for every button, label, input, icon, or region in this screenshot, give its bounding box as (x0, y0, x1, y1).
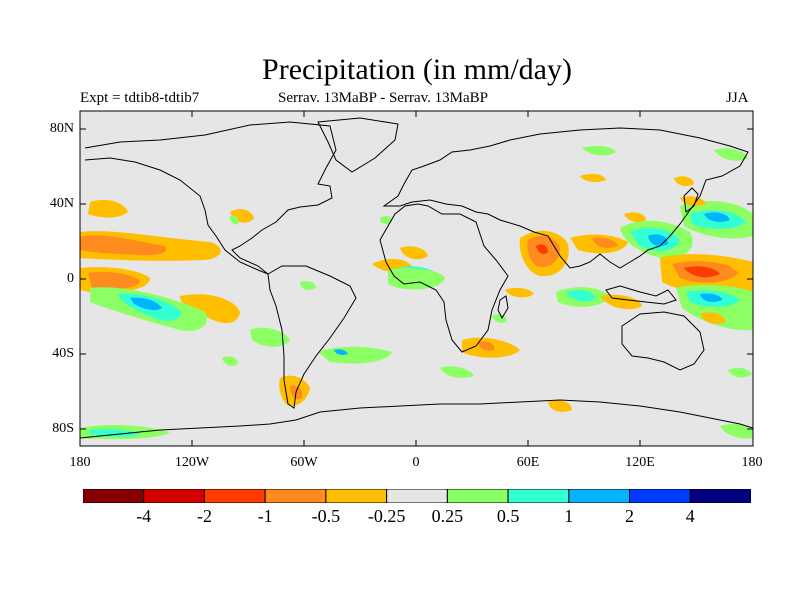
color-bar-label: 0.5 (496, 506, 520, 526)
coast-north-america (84, 121, 337, 275)
color-bar-swatch (264, 489, 327, 503)
anomaly-patch (536, 244, 548, 254)
color-bar-swatch (203, 489, 266, 503)
anomaly-patch (80, 235, 167, 256)
coast-greenland (317, 117, 399, 173)
color-bar-label: 0.25 (431, 506, 464, 526)
coast-madagascar (497, 295, 509, 320)
color-bar-swatch (689, 489, 751, 503)
anomaly-patch (580, 173, 606, 183)
color-bar-swatch (83, 489, 145, 503)
coast-indonesia (605, 285, 677, 305)
coast-japan (683, 187, 699, 213)
anomaly-patch (505, 287, 534, 298)
anomaly-patch (582, 145, 616, 156)
anomaly-patch (388, 268, 445, 290)
lon-label-60w: 60W (290, 455, 318, 470)
lat-label-40s: 40S (52, 346, 74, 361)
color-bar-label: -0.25 (367, 506, 406, 526)
color-bar-swatch (629, 489, 691, 503)
coastlines (80, 117, 753, 446)
anomaly-patch (684, 266, 720, 278)
anomaly-patch (704, 212, 730, 222)
coast-europe-asia (382, 127, 749, 269)
color-bar-swatch (386, 489, 448, 503)
case-label: Serrav. 13MaBP - Serrav. 13MaBP (278, 90, 488, 106)
axis-ticks (80, 111, 753, 446)
coast-australia (621, 311, 705, 371)
season-label: JJA (726, 90, 749, 106)
color-bar-label: 4 (685, 506, 695, 526)
anomaly-patch (700, 312, 726, 324)
anomaly-patch (720, 423, 753, 439)
anomaly-patch (90, 429, 140, 437)
anomaly-patch (180, 294, 240, 324)
anomaly-patch (380, 215, 392, 225)
color-bar-swatch (446, 489, 509, 503)
lat-label-80s: 80S (52, 421, 74, 436)
lat-label-40n: 40N (49, 196, 74, 211)
anomaly-patch (478, 341, 495, 351)
lon-label-60e: 60E (516, 455, 540, 470)
coast-south-america (267, 265, 357, 409)
plot-title: Precipitation (in mm/day) (262, 53, 572, 86)
anomaly-patch (230, 215, 239, 225)
lon-label-180e: 180 (741, 455, 763, 470)
color-bar-label: 1 (564, 506, 574, 526)
anomaly-patch (714, 148, 748, 161)
anomaly-patch (674, 176, 694, 186)
anomaly-patch (566, 290, 596, 302)
anomaly-patch (624, 212, 646, 222)
color-bar-swatch (143, 489, 205, 503)
anomaly-patch (88, 271, 140, 290)
color-bar-label: -0.5 (311, 506, 341, 526)
anomaly-patch (222, 356, 238, 366)
anomaly-patch (592, 237, 618, 248)
experiment-label: Expt = tdtib8-tdtib7 (80, 90, 200, 106)
color-bar-swatch (568, 489, 631, 503)
anomaly-patch (600, 294, 642, 310)
lat-label-0: 0 (67, 271, 74, 286)
anomaly-patch (300, 281, 316, 290)
anomaly-patch (88, 199, 128, 218)
anomaly-patch (250, 327, 290, 347)
anomaly-patch (334, 349, 348, 355)
lat-label-80n: 80N (49, 121, 74, 136)
lon-label-120e: 120E (625, 455, 655, 470)
color-bar-label: -1 (257, 506, 273, 526)
lon-label-180w: 180 (69, 455, 91, 470)
color-bar-label: 2 (625, 506, 634, 526)
color-bar-label: -2 (197, 506, 212, 526)
anomaly-patch (400, 246, 428, 260)
coast-antarctica (80, 399, 753, 446)
anomaly-patch (130, 297, 162, 311)
anomaly-patch (728, 260, 753, 273)
anomaly-patch (728, 367, 752, 378)
anomaly-patch (440, 366, 474, 378)
lon-label-120w: 120W (174, 455, 210, 470)
color-bar (83, 489, 751, 503)
color-bar-swatch (325, 489, 388, 503)
anomaly-patch (548, 400, 572, 412)
anomaly-patch (680, 196, 706, 206)
anomaly-patch (700, 293, 722, 302)
coast-eurasia-africa (379, 203, 509, 353)
color-bar-swatch (507, 489, 570, 503)
anomaly-fields (80, 145, 753, 440)
lon-label-0: 0 (412, 455, 420, 470)
color-bar-label: -4 (136, 506, 152, 526)
